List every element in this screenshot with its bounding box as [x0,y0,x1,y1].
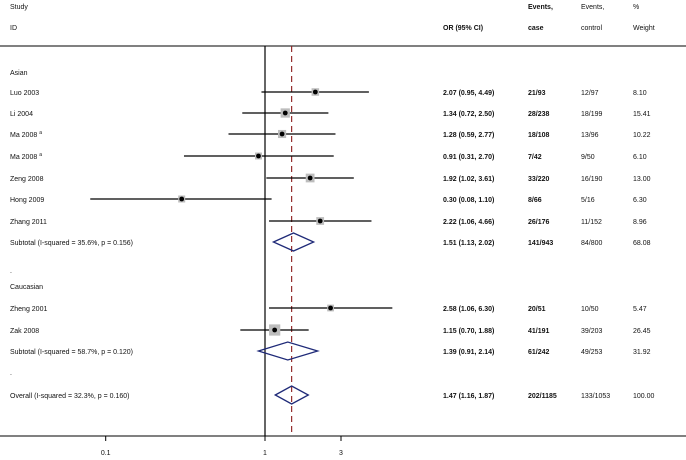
header-events-control-2: control [581,25,602,32]
study-or-ci: 1.34 (0.72, 2.50) [443,111,494,118]
study-label: Ma 2008 a [10,130,42,139]
subtotal-events-case: 141/943 [528,240,553,247]
table-header: Study ID OR (95% CI) Events, case Events… [10,4,655,32]
subtotal-events-case: 61/242 [528,349,550,356]
header-events-case-1: Events, [528,4,553,11]
study-weight: 6.30 [633,197,647,204]
subtotal-or-ci: 1.51 (1.13, 2.02) [443,240,494,247]
point-estimate [272,327,278,333]
subtotal-diamond [271,232,316,252]
study-weight: 8.10 [633,90,647,97]
study-events-case: 8/66 [528,197,542,204]
study-events-case: 18/108 [528,132,550,139]
overall-diamond [273,385,310,405]
point-estimate [307,175,313,181]
spacer-dot: . [10,370,12,377]
study-weight: 13.00 [633,176,651,183]
subtotal-label: Subtotal (I-squared = 35.6%, p = 0.156) [10,240,133,247]
study-label: Luo 2003 [10,90,39,97]
subtotal-weight: 31.92 [633,349,651,356]
header-weight-1: % [633,4,639,11]
header-weight-2: Weight [633,25,655,32]
group-label: Caucasian [10,284,43,291]
point-estimate [279,131,285,137]
study-rows: Asian Luo 2003 2.07 (0.95, 4.49) 21/93 12/97… [10,46,655,436]
header-study: Study [10,4,28,11]
study-weight: 26.45 [633,328,651,335]
study-label: Hong 2009 [10,197,44,204]
study-events-control: 18/199 [581,111,603,118]
study-events-case: 20/51 [528,306,546,313]
x-tick-label: 1 [263,450,267,457]
x-tick-label: 3 [339,450,343,457]
study-events-case: 33/220 [528,176,550,183]
study-weight: 5.47 [633,306,647,313]
x-axis: 0.1 1 3 [101,436,343,457]
study-events-case: 21/93 [528,90,546,97]
subtotal-label: Subtotal (I-squared = 58.7%, p = 0.120) [10,349,133,356]
point-estimate [179,196,185,202]
point-estimate [282,110,288,116]
study-or-ci: 2.07 (0.95, 4.49) [443,90,494,97]
study-label: Li 2004 [10,111,33,118]
point-estimate [317,218,323,224]
study-label: Zak 2008 [10,328,39,335]
study-events-case: 28/238 [528,111,550,118]
study-or-ci: 1.15 (0.70, 1.88) [443,328,494,335]
overall-events-case: 202/1185 [528,393,557,400]
spacer-dot: . [10,268,12,275]
study-label: Ma 2008 a [10,152,42,161]
subtotal-events-control: 84/800 [581,240,603,247]
study-or-ci: 0.91 (0.31, 2.70) [443,154,494,161]
study-events-control: 12/97 [581,90,599,97]
header-events-case-2: case [528,25,544,32]
point-estimate [312,89,318,95]
header-id: ID [10,25,17,32]
point-estimate [328,305,333,311]
study-label: Zeng 2008 [10,176,44,183]
study-label: Zheng 2001 [10,306,47,313]
overall-or-ci: 1.47 (1.16, 1.87) [443,393,494,400]
study-events-case: 26/176 [528,219,550,226]
header-or: OR (95% CI) [443,25,483,32]
study-events-control: 13/96 [581,132,599,139]
study-weight: 6.10 [633,154,647,161]
study-weight: 8.96 [633,219,647,226]
subtotal-weight: 68.08 [633,240,651,247]
overall-weight: 100.00 [633,393,655,400]
overall-label: Overall (I-squared = 32.3%, p = 0.160) [10,393,129,400]
study-events-control: 16/190 [581,176,603,183]
group-label: Asian [10,70,28,77]
study-weight: 10.22 [633,132,651,139]
study-or-ci: 0.30 (0.08, 1.10) [443,197,494,204]
subtotal-or-ci: 1.39 (0.91, 2.14) [443,349,494,356]
study-events-control: 39/203 [581,328,603,335]
study-or-ci: 2.22 (1.06, 4.66) [443,219,494,226]
header-events-control-1: Events, [581,4,604,11]
study-events-control: 5/16 [581,197,595,204]
study-events-case: 41/191 [528,328,550,335]
study-weight: 15.41 [633,111,651,118]
study-events-control: 10/50 [581,306,599,313]
study-or-ci: 1.92 (1.02, 3.61) [443,176,494,183]
subtotal-diamond [256,341,320,361]
study-or-ci: 2.58 (1.06, 6.30) [443,306,494,313]
study-or-ci: 1.28 (0.59, 2.77) [443,132,494,139]
study-events-control: 9/50 [581,154,595,161]
subtotal-events-control: 49/253 [581,349,603,356]
x-tick-label: 0.1 [101,450,111,457]
point-estimate [256,153,261,159]
overall-events-control: 133/1053 [581,393,610,400]
study-label: Zhang 2011 [10,219,47,226]
study-events-control: 11/152 [581,219,602,226]
study-events-case: 7/42 [528,154,542,161]
